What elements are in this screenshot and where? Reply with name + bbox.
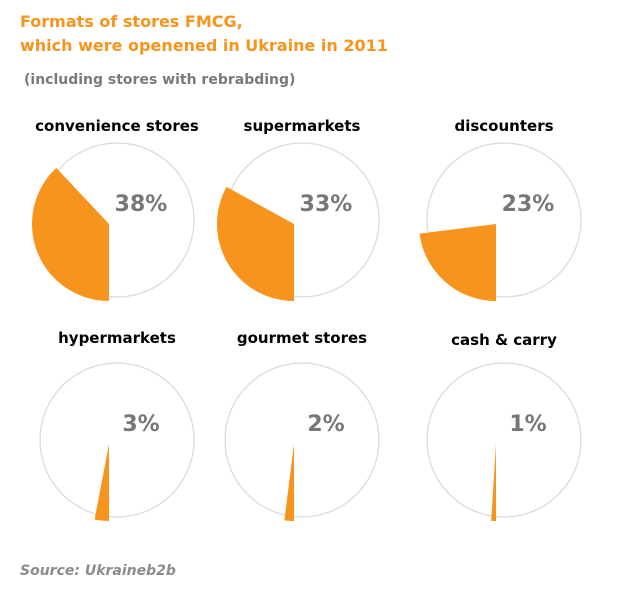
- pie-outline-hypermarkets: [39, 362, 195, 518]
- pie-outline-gourmet-stores: [224, 362, 380, 518]
- value-label-hypermarkets: 3%: [122, 412, 159, 437]
- value-label-cash-carry: 1%: [509, 412, 546, 437]
- chart-subtitle: (including stores with rebrabding): [24, 72, 296, 88]
- pie-outline-cash-carry: [426, 362, 582, 518]
- category-label-discounters: discounters: [454, 117, 553, 135]
- value-label-discounters: 23%: [502, 192, 555, 217]
- value-label-convenience-stores: 38%: [115, 192, 168, 217]
- pie-slice-gourmet-stores: [284, 444, 294, 521]
- category-label-cash-carry: cash & carry: [451, 331, 557, 349]
- pie-outline-discounters: [426, 142, 582, 298]
- pie-slice-convenience-stores: [32, 167, 110, 301]
- title-line-2: which were openened in Ukraine in 2011: [20, 36, 388, 55]
- pie-slice-supermarkets: [216, 186, 294, 301]
- category-label-hypermarkets: hypermarkets: [58, 329, 176, 347]
- value-label-gourmet-stores: 2%: [307, 412, 344, 437]
- chart-title: Formats of stores FMCG, which were opene…: [20, 10, 388, 58]
- category-label-supermarkets: supermarkets: [244, 117, 361, 135]
- category-label-convenience-stores: convenience stores: [35, 117, 199, 135]
- pie-slice-hypermarkets: [94, 444, 109, 522]
- title-line-1: Formats of stores FMCG,: [20, 12, 243, 31]
- value-label-supermarkets: 33%: [300, 192, 353, 217]
- source-note: Source: Ukraineb2b: [20, 563, 176, 579]
- pie-slice-discounters: [419, 224, 496, 301]
- pie-slice-cash-carry: [491, 444, 496, 521]
- category-label-gourmet-stores: gourmet stores: [237, 329, 367, 347]
